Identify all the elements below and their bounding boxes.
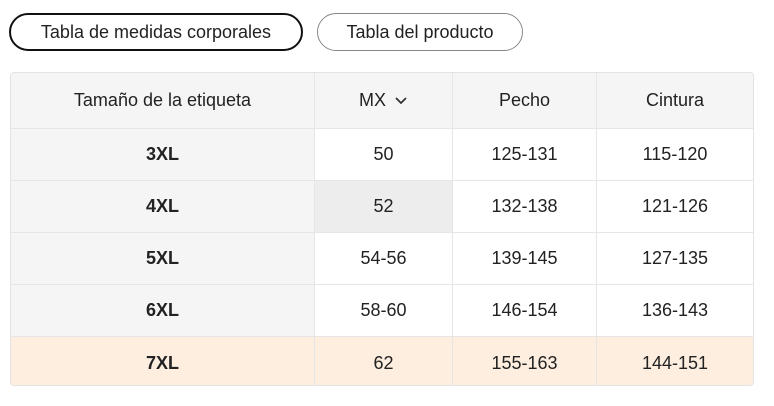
header-row: Tamaño de la etiqueta MX Pecho Cintura (11, 73, 753, 129)
header-cell: Cintura (597, 73, 753, 128)
tab-button[interactable]: Tabla del producto (317, 13, 523, 51)
table-cell: 52 (315, 181, 453, 232)
table-cell: 5XL (11, 233, 315, 284)
table-cell: 127-135 (641, 248, 709, 268)
table-cell: 4XL (11, 181, 315, 232)
table-cell: 144-151 (641, 352, 709, 373)
table-row: 6XL 58-60 146-154 136-143 (11, 285, 753, 337)
dropdown-icon (395, 96, 407, 104)
header-text: MX (359, 90, 386, 110)
header-cell[interactable]: MX (315, 73, 453, 128)
header-text: Pecho (498, 90, 551, 110)
table-row: 5XL 54-56 139-145 127-135 (11, 233, 753, 285)
table-cell: 58-60 (315, 285, 453, 336)
table-cell: 125-131 (453, 129, 597, 180)
table-cell: 62 (315, 337, 453, 385)
header-text: Tamaño de la etiqueta (73, 90, 252, 110)
size-table: Tamaño de la etiqueta MX Pecho Cintura 3XL 50… (10, 72, 754, 386)
table-cell: 6XL (11, 285, 315, 336)
table-cell: 3XL (11, 129, 315, 180)
table-cell: 54-56 (315, 233, 453, 284)
table-cell: 121-126 (641, 196, 709, 216)
header-cell: Tamaño de la etiqueta (11, 73, 315, 128)
table-cell: 155-163 (453, 337, 597, 385)
table-cell: 132-138 (453, 181, 597, 232)
header-text: Cintura (645, 90, 705, 110)
header-cell: Pecho (453, 73, 597, 128)
table-row: 4XL 52 132-138 121-126 (11, 181, 753, 233)
table-cell: 50 (315, 129, 453, 180)
table-cell: 115-120 (642, 144, 708, 164)
table-cell: 7XL (11, 337, 315, 385)
table-cell: 139-145 (453, 233, 597, 284)
table-row: 3XL 50 125-131 115-120 (11, 129, 753, 181)
table-cell: 146-154 (453, 285, 597, 336)
table-cell: 136-143 (641, 300, 709, 320)
tab-button[interactable]: Tabla de medidas corporales (9, 13, 303, 51)
table-row: 7XL 62 155-163 144-151 (11, 337, 753, 385)
